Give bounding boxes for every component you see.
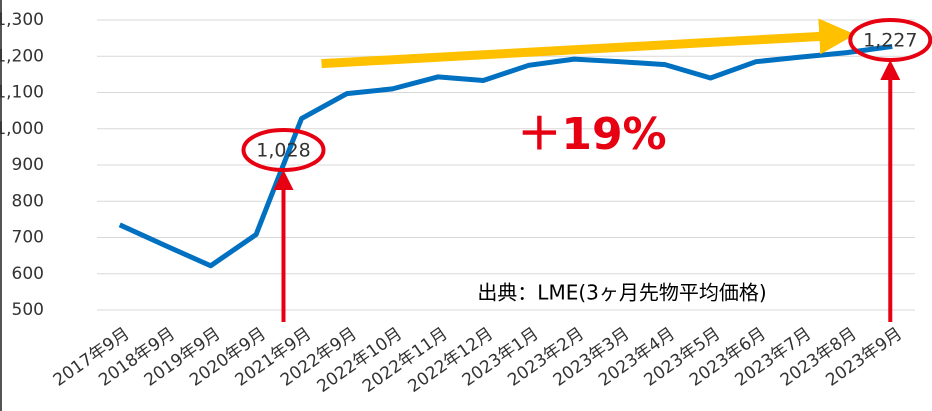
trend-arrow bbox=[321, 18, 856, 69]
y-tick-label: 1,300 bbox=[0, 10, 44, 30]
y-tick-label: 900 bbox=[12, 155, 44, 175]
y-tick-label: 1,100 bbox=[0, 83, 44, 103]
callout-circle bbox=[241, 128, 326, 172]
y-tick-label: 1,200 bbox=[0, 46, 44, 66]
y-tick-label: 1,000 bbox=[0, 119, 44, 139]
y-tick-label: 500 bbox=[12, 300, 44, 320]
source-note: 出典：LME(3ヶ月先物平均価格) bbox=[477, 281, 766, 305]
value-label: 1,028 bbox=[256, 140, 310, 162]
callout-circle bbox=[848, 18, 932, 62]
y-tick-label: 700 bbox=[12, 228, 44, 248]
y-tick-label: 800 bbox=[12, 191, 44, 211]
series-line bbox=[118, 43, 893, 269]
value-label: 1,227 bbox=[863, 30, 917, 52]
change-annotation: ＋19% bbox=[517, 109, 666, 160]
y-tick-label: 600 bbox=[12, 264, 44, 284]
